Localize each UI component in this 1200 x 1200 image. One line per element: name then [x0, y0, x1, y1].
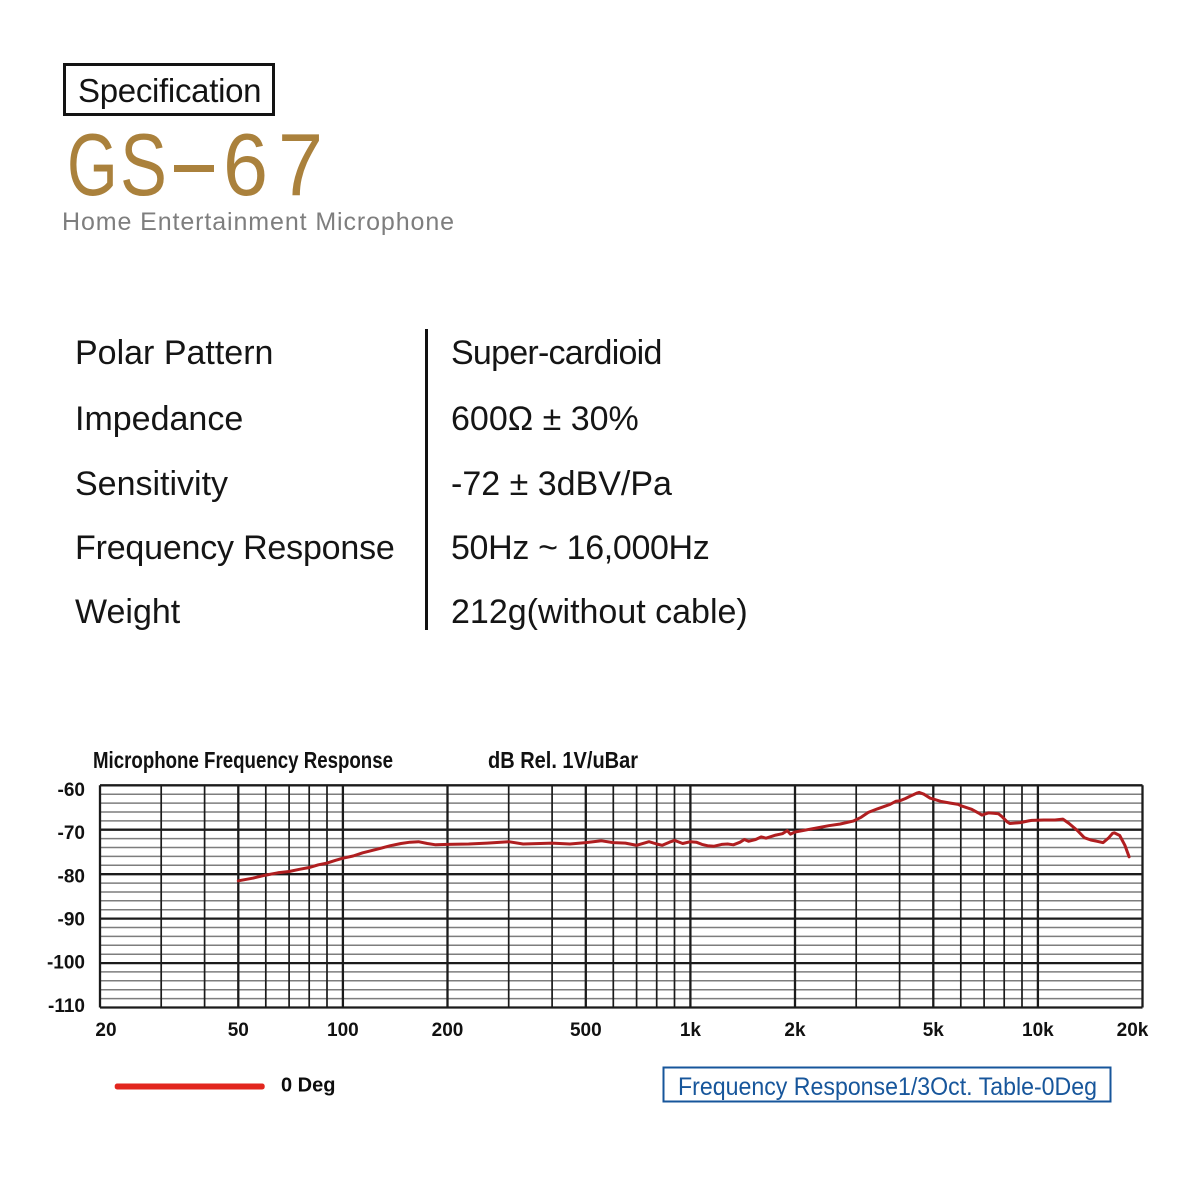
svg-text:0 Deg: 0 Deg: [281, 1075, 335, 1097]
svg-text:20k: 20k: [1117, 1020, 1149, 1041]
svg-text:500: 500: [570, 1020, 602, 1041]
svg-text:-60: -60: [58, 780, 85, 801]
svg-text:100: 100: [327, 1020, 359, 1041]
svg-text:20: 20: [95, 1020, 116, 1041]
svg-text:-100: -100: [47, 953, 85, 974]
svg-text:10k: 10k: [1022, 1020, 1054, 1041]
svg-text:dB Rel. 1V/uBar: dB Rel. 1V/uBar: [488, 747, 638, 773]
svg-text:-80: -80: [58, 866, 85, 887]
svg-text:Microphone Frequency Response: Microphone Frequency Response: [93, 747, 393, 773]
svg-text:5k: 5k: [923, 1020, 945, 1041]
svg-text:2k: 2k: [784, 1020, 806, 1041]
svg-text:50: 50: [228, 1020, 249, 1041]
svg-text:Frequency Response1/3Oct. Tabl: Frequency Response1/3Oct. Table-0Deg: [678, 1073, 1097, 1101]
svg-text:-90: -90: [58, 910, 85, 931]
svg-text:200: 200: [432, 1020, 464, 1041]
svg-text:1k: 1k: [680, 1020, 702, 1041]
svg-text:-110: -110: [48, 996, 85, 1017]
svg-text:-70: -70: [58, 823, 85, 844]
